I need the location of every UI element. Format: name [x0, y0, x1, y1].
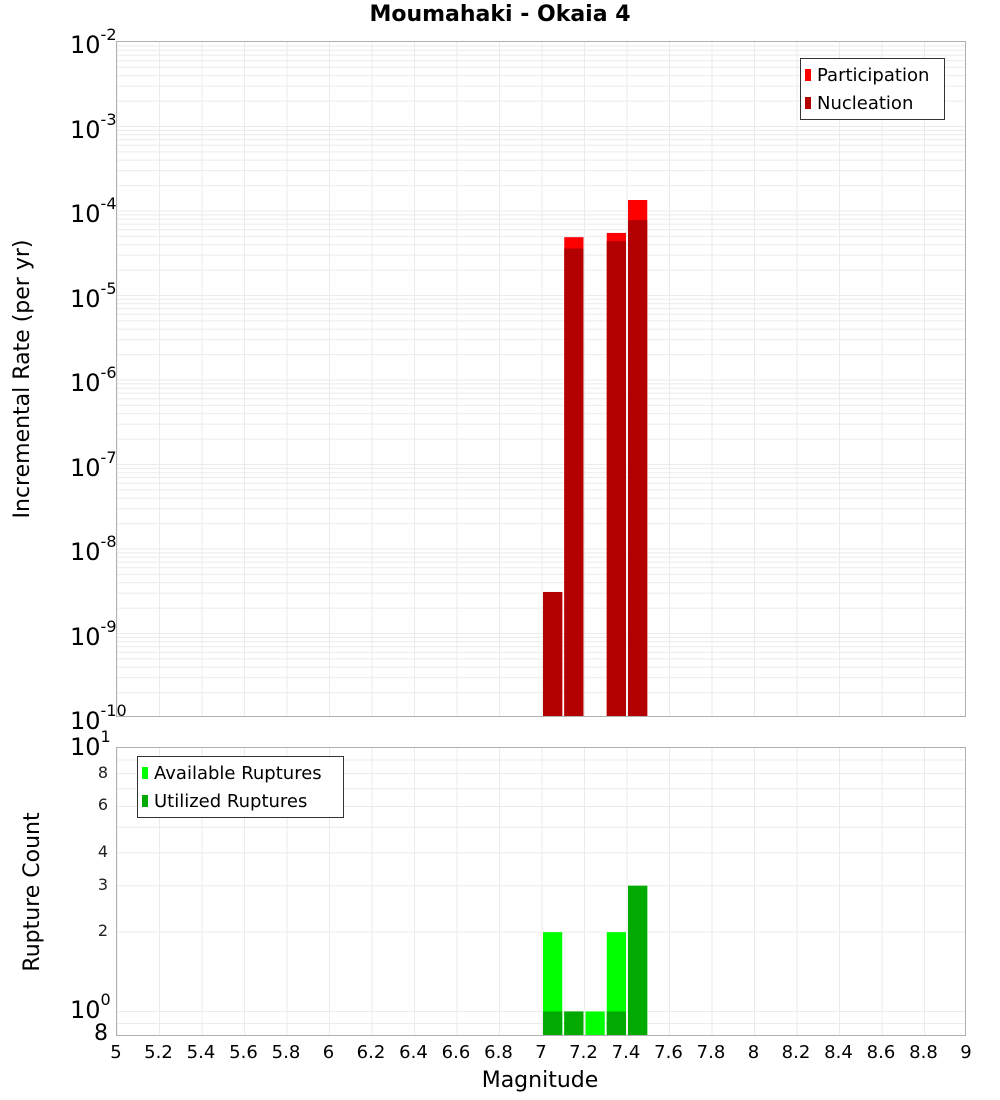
- nucleation-bar: [628, 220, 647, 717]
- top-y-tick-label: 10-5: [70, 285, 117, 311]
- nucleation-swatch: [805, 97, 811, 109]
- available-bar: [586, 1011, 605, 1036]
- bottom-y-minor-tick-label: 3: [78, 875, 108, 894]
- x-tick-label: 7.4: [606, 1042, 646, 1063]
- x-tick-label: 6.6: [436, 1042, 476, 1063]
- x-tick-label: 7.8: [691, 1042, 731, 1063]
- x-tick-label: 5.8: [266, 1042, 306, 1063]
- top-y-tick-label: 10-6: [70, 369, 117, 395]
- top-y-tick-label: 10-8: [70, 538, 117, 564]
- utilized-bar: [607, 1011, 626, 1036]
- bottom-y-minor-tick-label: 2: [78, 921, 108, 940]
- top-legend: Participation Nucleation: [800, 58, 945, 120]
- x-tick-label: 5.2: [139, 1042, 179, 1063]
- legend-item-utilized-ruptures: Utilized Ruptures: [142, 787, 337, 815]
- legend-item-available-ruptures: Available Ruptures: [142, 759, 337, 787]
- bottom-y-tick-label: 100: [70, 996, 111, 1022]
- legend-item-participation: Participation: [805, 61, 938, 89]
- top-y-tick-label: 10-4: [70, 200, 117, 226]
- utilized-bar: [564, 1011, 583, 1036]
- x-tick-label: 5: [96, 1042, 136, 1063]
- top-y-tick-label: 10-7: [70, 454, 117, 480]
- legend-label: Utilized Ruptures: [154, 791, 307, 812]
- top-y-axis-label: Incremental Rate (per yr): [10, 189, 40, 569]
- nucleation-bar: [543, 592, 562, 717]
- top-y-tick-label: 10-10: [70, 707, 127, 733]
- top-y-tick-label: 10-3: [70, 116, 117, 142]
- top-y-tick-label: 10-9: [70, 623, 117, 649]
- x-tick-label: 6.8: [479, 1042, 519, 1063]
- legend-label: Available Ruptures: [154, 763, 322, 784]
- x-tick-label: 6: [309, 1042, 349, 1063]
- chart-title: Moumahaki - Okaia 4: [0, 2, 1000, 27]
- x-tick-label: 8: [734, 1042, 774, 1063]
- top-plot-svg: [117, 42, 966, 717]
- utilized-bar: [628, 886, 647, 1036]
- x-tick-label: 7: [521, 1042, 561, 1063]
- utilized-swatch: [142, 795, 148, 807]
- bottom-plot-area: Available Ruptures Utilized Ruptures: [116, 747, 966, 1036]
- x-axis-label: Magnitude: [340, 1068, 740, 1093]
- legend-label: Participation: [817, 65, 929, 86]
- nucleation-bar: [607, 241, 626, 717]
- participation-swatch: [805, 69, 811, 81]
- x-tick-label: 8.2: [776, 1042, 816, 1063]
- x-tick-label: 9: [946, 1042, 986, 1063]
- available-swatch: [142, 767, 148, 779]
- x-tick-label: 7.2: [564, 1042, 604, 1063]
- x-tick-label: 6.2: [351, 1042, 391, 1063]
- x-tick-label: 8.4: [819, 1042, 859, 1063]
- x-tick-label: 8.6: [861, 1042, 901, 1063]
- bottom-y-minor-tick-label: 6: [78, 795, 108, 814]
- x-tick-label: 7.6: [649, 1042, 689, 1063]
- legend-label: Nucleation: [817, 93, 913, 114]
- bottom-legend: Available Ruptures Utilized Ruptures: [137, 756, 344, 818]
- legend-item-nucleation: Nucleation: [805, 89, 938, 117]
- bottom-y-minor-tick-label: 4: [78, 842, 108, 861]
- bottom-y-minor-tick-label: 8: [78, 763, 108, 782]
- top-y-tick-label: 10-2: [70, 31, 117, 57]
- x-tick-label: 5.6: [224, 1042, 264, 1063]
- x-tick-label: 8.8: [904, 1042, 944, 1063]
- nucleation-bar: [564, 248, 583, 717]
- bottom-y-axis-label: Rupture Count: [20, 792, 50, 992]
- utilized-bar: [543, 1011, 562, 1036]
- bottom-y-tick-label: 101: [70, 733, 111, 759]
- x-tick-label: 6.4: [394, 1042, 434, 1063]
- top-plot-area: Participation Nucleation: [116, 41, 966, 717]
- x-tick-label: 5.4: [181, 1042, 221, 1063]
